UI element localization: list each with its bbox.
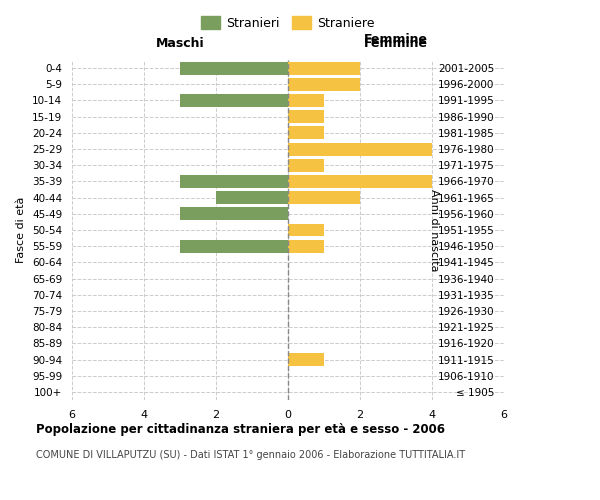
- Bar: [288, 240, 324, 252]
- Bar: [180, 240, 288, 252]
- Bar: [180, 175, 288, 188]
- Text: COMUNE DI VILLAPUTZU (SU) - Dati ISTAT 1° gennaio 2006 - Elaborazione TUTTITALIA: COMUNE DI VILLAPUTZU (SU) - Dati ISTAT 1…: [36, 450, 465, 460]
- Text: Maschi: Maschi: [155, 37, 205, 50]
- Legend: Stranieri, Straniere: Stranieri, Straniere: [196, 11, 380, 35]
- Text: Femmine: Femmine: [364, 34, 428, 46]
- Bar: [288, 191, 360, 204]
- Y-axis label: Anni di nascita: Anni di nascita: [429, 188, 439, 271]
- Bar: [288, 78, 360, 91]
- Bar: [288, 159, 324, 172]
- Bar: [288, 126, 324, 140]
- Bar: [288, 94, 324, 107]
- Bar: [288, 62, 360, 74]
- Bar: [288, 175, 432, 188]
- Bar: [216, 191, 288, 204]
- Bar: [180, 62, 288, 74]
- Bar: [288, 224, 324, 236]
- Bar: [288, 353, 324, 366]
- Bar: [288, 142, 432, 156]
- Bar: [180, 94, 288, 107]
- Bar: [288, 110, 324, 123]
- Bar: [180, 208, 288, 220]
- Text: Femmine: Femmine: [364, 37, 428, 50]
- Y-axis label: Fasce di età: Fasce di età: [16, 197, 26, 263]
- Text: Popolazione per cittadinanza straniera per età e sesso - 2006: Popolazione per cittadinanza straniera p…: [36, 422, 445, 436]
